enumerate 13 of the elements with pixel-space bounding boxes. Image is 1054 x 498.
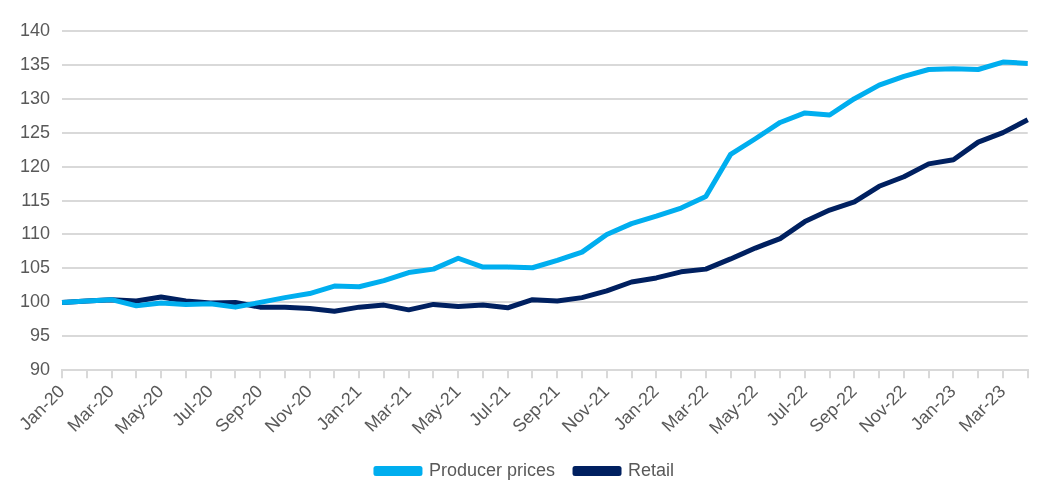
legend-label: Producer prices: [428, 459, 556, 480]
y-tick-label: 120: [19, 155, 51, 176]
y-tick-label: 125: [19, 121, 51, 142]
y-tick-label: 130: [19, 87, 51, 108]
legend-label: Retail: [628, 459, 675, 480]
y-tick-label: 110: [21, 223, 51, 244]
y-tick-label: 95: [30, 325, 51, 346]
y-tick-label: 90: [30, 359, 51, 380]
y-tick-label: 100: [19, 291, 51, 312]
y-tick-label: 135: [19, 53, 51, 74]
y-tick-label: 105: [19, 257, 51, 278]
y-tick-label: 115: [21, 189, 51, 210]
y-tick-label: 140: [19, 19, 51, 40]
